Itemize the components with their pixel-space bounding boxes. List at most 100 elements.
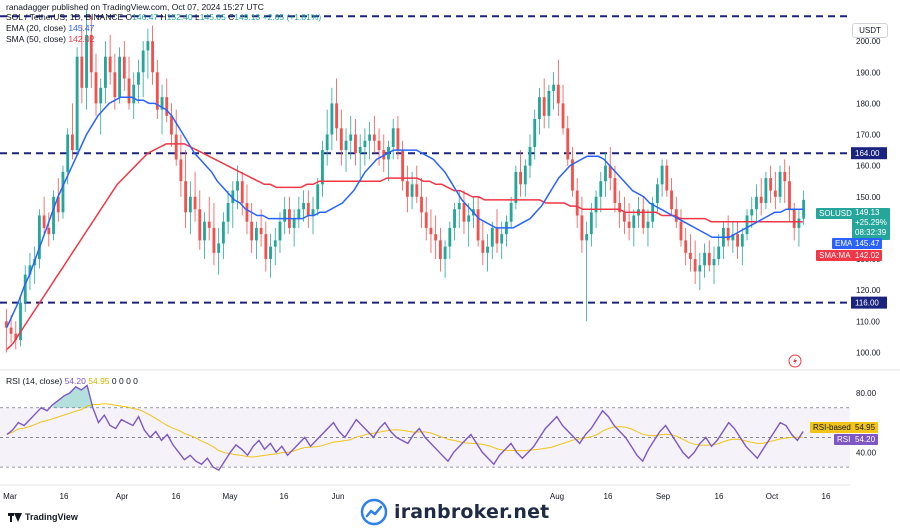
candle-body[interactable] — [401, 150, 405, 182]
support-resistance-levels[interactable]: 164.00 116.00 — [0, 15, 887, 309]
candle-body[interactable] — [160, 97, 164, 110]
candle-body[interactable] — [42, 215, 46, 228]
candle-body[interactable] — [4, 321, 8, 328]
candle-body[interactable] — [28, 265, 32, 275]
candle-body[interactable] — [500, 234, 504, 244]
ema-legend-label[interactable]: EMA (20, close) — [6, 23, 66, 33]
rsi-legend-label[interactable]: RSI (14, close) — [6, 376, 63, 386]
candle-body[interactable] — [405, 181, 409, 197]
candle-body[interactable] — [717, 246, 721, 260]
candle-body[interactable] — [528, 146, 532, 166]
rsi-axis[interactable]: 80.00 40.00 — [856, 389, 877, 457]
candle-body[interactable] — [75, 56, 79, 151]
candle-body[interactable] — [415, 184, 419, 197]
candle-body[interactable] — [155, 72, 159, 110]
candle-body[interactable] — [764, 178, 768, 204]
rsi-pane[interactable] — [0, 384, 850, 472]
candle-body[interactable] — [264, 234, 268, 260]
candle-body[interactable] — [750, 209, 754, 216]
candle-body[interactable] — [377, 140, 381, 151]
candle-body[interactable] — [627, 221, 631, 228]
ema-legend[interactable]: EMA (20, close) 145.47 — [6, 23, 94, 34]
candle-body[interactable] — [344, 140, 348, 151]
candle-body[interactable] — [165, 97, 169, 116]
candle-body[interactable] — [137, 72, 140, 85]
candle-body[interactable] — [632, 215, 636, 228]
candle-body[interactable] — [19, 302, 22, 340]
candle-body[interactable] — [368, 134, 372, 141]
candle-body[interactable] — [778, 171, 782, 197]
candle-body[interactable] — [707, 252, 711, 266]
candle-body[interactable] — [292, 218, 296, 228]
candle-body[interactable] — [575, 190, 579, 216]
candle-body[interactable] — [113, 72, 117, 98]
candle-body[interactable] — [207, 221, 211, 228]
candle-body[interactable] — [613, 178, 617, 204]
candle-body[interactable] — [566, 128, 570, 160]
candle-body[interactable] — [240, 181, 244, 204]
candle-body[interactable] — [599, 181, 603, 197]
sma-legend[interactable]: SMA (50, close) 142.02 — [6, 34, 94, 45]
candle-body[interactable] — [339, 128, 343, 151]
candle-body[interactable] — [773, 190, 777, 197]
candle-body[interactable] — [188, 196, 192, 213]
candle-body[interactable] — [184, 181, 188, 213]
candle-body[interactable] — [533, 118, 537, 147]
rsi-ma-line[interactable] — [6, 403, 804, 458]
price-axis[interactable]: 200.00190.00180.00170.00160.00150.00140.… — [856, 37, 881, 357]
candle-body[interactable] — [354, 134, 357, 154]
candle-body[interactable] — [203, 221, 206, 241]
candle-body[interactable] — [198, 209, 202, 241]
candle-body[interactable] — [118, 56, 122, 98]
candle-body[interactable] — [490, 227, 494, 247]
candle-body[interactable] — [788, 181, 791, 210]
candle-body[interactable] — [495, 227, 499, 244]
candle-body[interactable] — [94, 72, 98, 104]
candle-body[interactable] — [99, 87, 103, 104]
candle-body[interactable] — [755, 196, 758, 210]
candle-body[interactable] — [481, 240, 485, 253]
candle-body[interactable] — [585, 234, 589, 241]
symbol-title[interactable]: SOL / TetherUS, 1D, BINANCE — [6, 12, 124, 22]
candle-body[interactable] — [37, 215, 41, 260]
candle-body[interactable] — [509, 203, 513, 222]
candle-body[interactable] — [254, 227, 258, 241]
candle-body[interactable] — [212, 227, 216, 253]
candle-body[interactable] — [698, 265, 702, 272]
candle-body[interactable] — [372, 134, 376, 141]
candle-body[interactable] — [679, 221, 683, 241]
candle-body[interactable] — [486, 246, 489, 253]
candle-body[interactable] — [259, 227, 263, 235]
candle-body[interactable] — [556, 84, 560, 104]
candle-body[interactable] — [618, 203, 622, 213]
symbol-legend[interactable]: SOL / TetherUS, 1D, BINANCE O146.47 H152… — [6, 12, 321, 23]
sma-legend-label[interactable]: SMA (50, close) — [6, 34, 66, 44]
candle-body[interactable] — [302, 203, 305, 210]
candle-body[interactable] — [311, 209, 315, 216]
currency-button[interactable]: USDT — [852, 23, 888, 38]
candle-body[interactable] — [589, 212, 593, 235]
candle-body[interactable] — [278, 221, 282, 241]
candle-body[interactable] — [151, 41, 155, 73]
candle-body[interactable] — [660, 165, 664, 185]
candle-body[interactable] — [561, 103, 565, 129]
candle-body[interactable] — [538, 97, 541, 119]
candle-body[interactable] — [122, 56, 126, 79]
candle-body[interactable] — [66, 134, 70, 172]
tradingview-logo[interactable]: TradingView — [8, 512, 78, 522]
candle-body[interactable] — [552, 84, 556, 91]
candle-body[interactable] — [438, 240, 442, 260]
candle-body[interactable] — [420, 196, 423, 213]
candle-body[interactable] — [684, 240, 688, 253]
candle-body[interactable] — [740, 234, 744, 247]
candle-body[interactable] — [712, 259, 716, 266]
candle-body[interactable] — [641, 209, 645, 228]
candle-body[interactable] — [542, 97, 546, 116]
candle-body[interactable] — [467, 215, 471, 222]
candle-body[interactable] — [297, 209, 301, 219]
candle-body[interactable] — [655, 184, 659, 204]
candle-body[interactable] — [519, 171, 523, 185]
candle-body[interactable] — [670, 190, 673, 210]
candle-body[interactable] — [802, 199, 806, 219]
